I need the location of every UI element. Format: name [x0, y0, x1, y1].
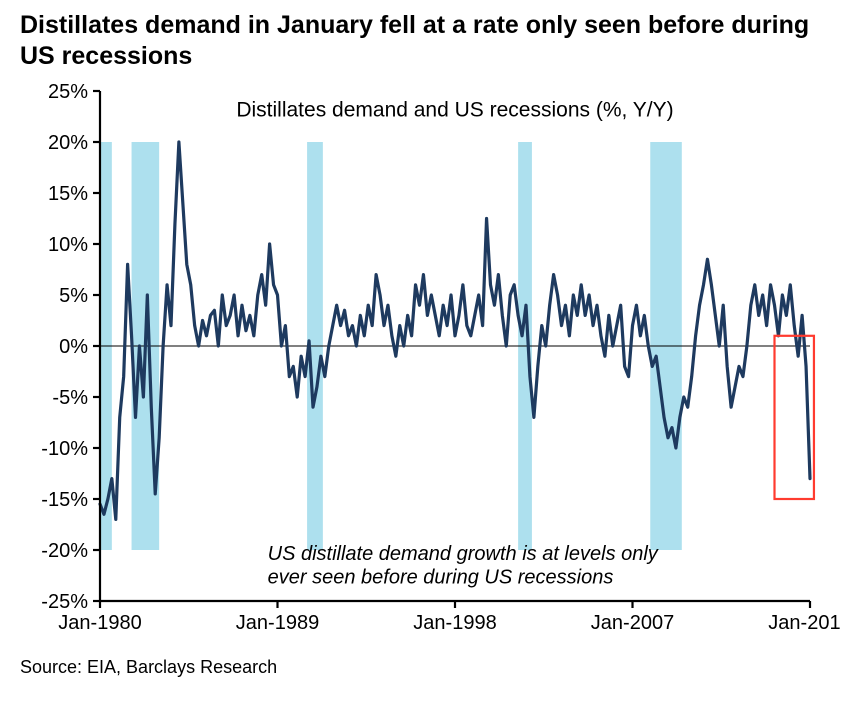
y-tick-label: -25%	[41, 591, 88, 613]
source-text: Source: EIA, Barclays Research	[20, 657, 847, 678]
y-tick-label: 10%	[48, 234, 88, 256]
y-tick-label: 25%	[48, 81, 88, 103]
y-tick-label: 5%	[59, 285, 88, 307]
chart-main-title: Distillates demand in January fell at a …	[20, 10, 847, 73]
x-tick-label: Jan-1998	[413, 612, 496, 634]
y-tick-label: -5%	[52, 387, 88, 409]
chart-container: -25% -20% -15% -10% -5% 0% 5% 10% 15% 20% 25% Jan-1…	[20, 81, 840, 651]
chart-annotation-line: ever seen before during US recessions	[268, 566, 614, 588]
y-tick-label: -15%	[41, 489, 88, 511]
x-tick-label: Jan-2007	[591, 612, 674, 634]
y-tick-label: -10%	[41, 438, 88, 460]
x-tick-label: Jan-1980	[58, 612, 141, 634]
x-tick-label: Jan-1989	[236, 612, 319, 634]
y-tick-label: 20%	[48, 132, 88, 154]
y-tick-label: 0%	[59, 336, 88, 358]
x-tick-label: Jan-2016	[768, 612, 840, 634]
y-tick-label: -20%	[41, 540, 88, 562]
line-chart: -25% -20% -15% -10% -5% 0% 5% 10% 15% 20% 25% Jan-1…	[20, 81, 840, 651]
y-tick-label: 15%	[48, 183, 88, 205]
chart-subtitle: Distillates demand and US recessions (%,…	[236, 98, 673, 121]
chart-annotation-line: US distillate demand growth is at levels…	[268, 543, 659, 565]
